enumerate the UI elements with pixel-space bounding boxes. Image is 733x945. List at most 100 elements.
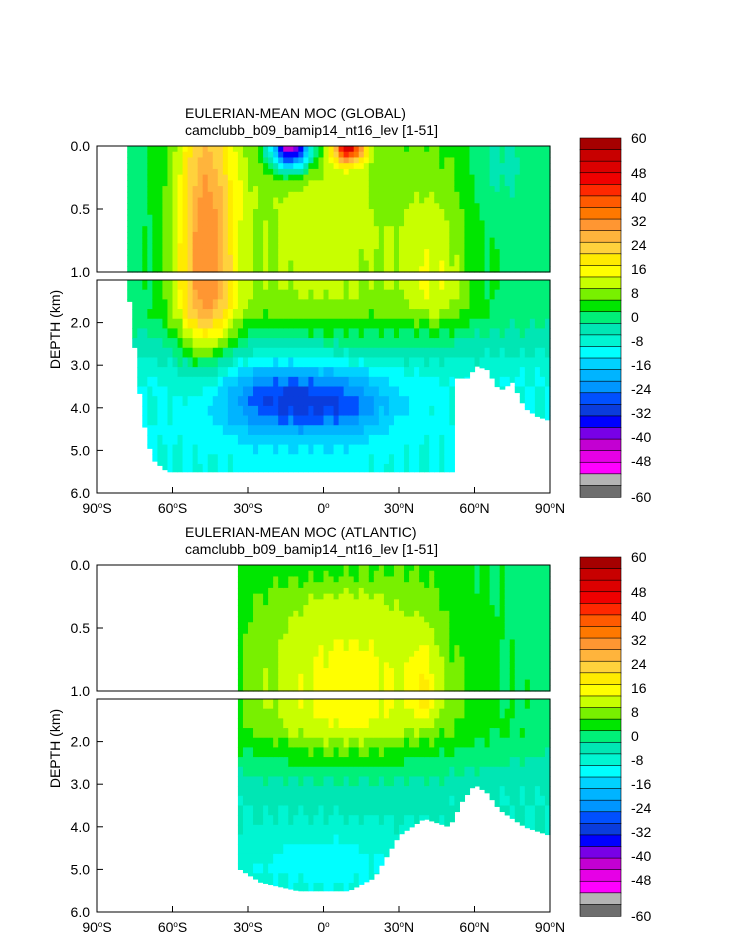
contour-cell <box>429 633 435 641</box>
contour-cell <box>424 610 430 618</box>
contour-cell <box>539 209 546 216</box>
contour-cell <box>172 260 179 267</box>
contour-cell <box>353 338 360 349</box>
contour-cell <box>137 249 143 256</box>
contour-cell <box>293 645 299 652</box>
contour-cell <box>137 168 143 176</box>
contour-cell <box>358 309 365 320</box>
contour-cell <box>167 434 174 446</box>
contour-cell <box>368 415 375 426</box>
contour-cell <box>328 668 335 675</box>
contour-cell <box>152 146 158 153</box>
contour-cell <box>308 260 315 267</box>
contour-cell <box>439 168 445 176</box>
contour-cell <box>489 587 496 595</box>
contour-cell <box>338 593 345 600</box>
contour-cell <box>268 174 274 181</box>
contour-cell <box>409 405 415 417</box>
contour-cell <box>318 209 325 216</box>
contour-cell <box>167 367 174 378</box>
contour-cell <box>539 593 546 600</box>
contour-cell <box>358 220 365 227</box>
contour-cell <box>152 249 158 256</box>
contour-cell <box>399 357 405 368</box>
contour-cell <box>263 254 269 262</box>
contour-cell <box>459 186 466 193</box>
contour-cell <box>459 576 466 583</box>
contour-cell <box>414 587 420 595</box>
contour-cell <box>157 174 164 181</box>
contour-cell <box>429 197 435 204</box>
contour-cell <box>283 757 289 768</box>
contour-cell <box>504 309 511 320</box>
contour-cell <box>283 673 289 681</box>
contour-cell <box>388 186 395 193</box>
contour-cell <box>248 776 254 787</box>
contour-cell <box>147 444 153 449</box>
contour-cell <box>444 405 450 417</box>
contour-cell <box>157 376 164 388</box>
contour-cell <box>378 243 385 250</box>
contour-cell <box>544 565 551 572</box>
contour-cell <box>273 605 279 612</box>
contour-cell <box>353 151 360 159</box>
contour-cell <box>293 367 299 378</box>
contour-cell <box>343 570 350 578</box>
contour-cell <box>373 168 380 176</box>
contour-cell <box>222 151 229 159</box>
contour-cell <box>202 415 209 426</box>
contour-cell <box>197 146 204 153</box>
contour-cell <box>308 405 315 417</box>
contour-cell <box>459 610 466 618</box>
contour-cell <box>227 396 234 407</box>
contour-cell <box>283 434 289 446</box>
contour-cell <box>242 863 249 874</box>
contour-cell <box>479 289 486 300</box>
contour-cell <box>248 576 254 583</box>
contour-cell <box>464 163 471 170</box>
contour-cell <box>237 299 244 310</box>
contour-cell <box>358 587 365 595</box>
contour-cell <box>237 708 244 719</box>
contour-cell <box>509 220 516 227</box>
contour-cell <box>454 157 460 164</box>
contour-cell <box>263 587 269 595</box>
contour-cell <box>424 260 430 267</box>
contour-cell <box>388 168 395 176</box>
contour-cell <box>157 425 164 436</box>
contour-cell <box>217 386 224 397</box>
contour-cell <box>323 434 330 446</box>
contour-cell <box>534 280 541 291</box>
contour-cell <box>232 405 239 417</box>
contour-cell <box>313 180 320 187</box>
contour-cell <box>202 203 209 210</box>
contour-cell <box>424 376 430 388</box>
contour-cell <box>187 231 194 239</box>
contour-cell <box>464 146 471 153</box>
contour-cell <box>182 396 189 407</box>
contour-cell <box>298 610 304 618</box>
contour-cell <box>358 679 365 686</box>
contour-cell <box>278 231 284 239</box>
contour-cell <box>368 639 375 646</box>
contour-cell <box>318 576 325 583</box>
contour-cell <box>449 168 455 176</box>
contour-cell <box>494 357 501 368</box>
contour-cell <box>303 174 309 181</box>
contour-cell <box>439 376 445 388</box>
contour-cell <box>227 254 234 262</box>
contour-cell <box>499 685 506 692</box>
contour-cell <box>273 318 279 330</box>
contour-cell <box>399 605 405 612</box>
contour-cell <box>313 260 320 267</box>
colorbar-label: -40 <box>631 429 651 445</box>
contour-cell <box>429 254 435 262</box>
contour-cell <box>544 593 551 600</box>
contour-cell <box>192 318 199 330</box>
contour-cell <box>298 454 304 465</box>
contour-cell <box>232 197 239 204</box>
contour-cell <box>489 599 496 606</box>
contour-cell <box>278 565 284 572</box>
contour-cell <box>323 357 330 368</box>
